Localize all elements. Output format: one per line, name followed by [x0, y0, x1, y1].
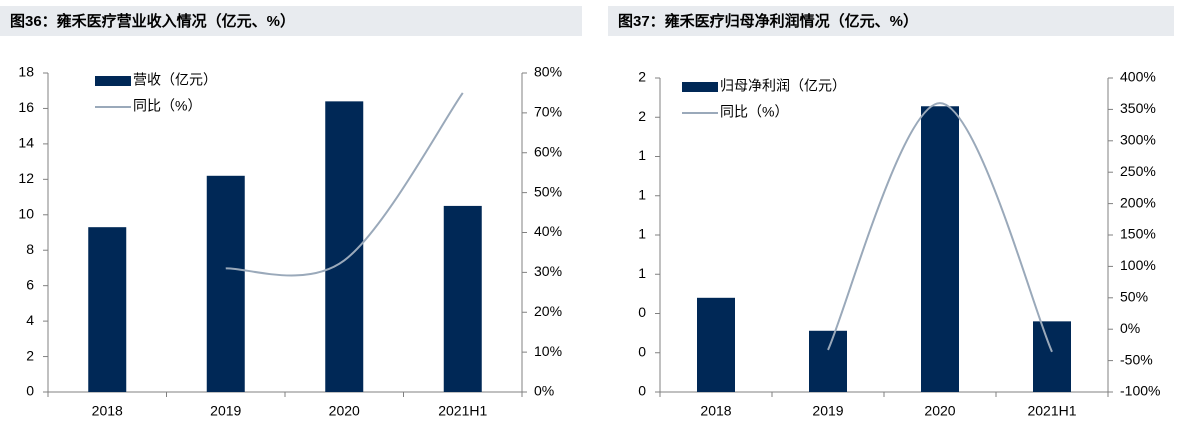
x-tick-label: 2021H1	[1027, 403, 1076, 419]
y-tick-label: 1	[638, 226, 646, 242]
y-tick-label: 2	[638, 69, 646, 85]
legend-swatch	[682, 82, 718, 92]
x-tick-label: 2020	[329, 403, 360, 419]
line	[827, 102, 1053, 353]
y-tick-label: 16	[18, 99, 34, 115]
y2-tick-label: 60%	[534, 143, 562, 159]
x-tick-label: 2019	[812, 403, 843, 419]
y-tick-label: 6	[26, 276, 34, 292]
y-tick-label: 1	[638, 186, 646, 202]
y2-tick-label: 10%	[534, 343, 562, 359]
x-tick-label: 2019	[210, 403, 241, 419]
y2-tick-label: 50%	[534, 183, 562, 199]
y2-tick-label: -100%	[1120, 383, 1160, 399]
legend-label: 同比（%）	[133, 98, 201, 114]
y2-tick-label: 300%	[1120, 132, 1156, 148]
legend-label: 营收（亿元）	[133, 72, 217, 88]
title-bar	[608, 6, 1174, 36]
title-bar	[0, 6, 582, 36]
y-tick-label: 0	[638, 343, 646, 359]
y-tick-label: 10	[18, 205, 34, 221]
bar	[1033, 321, 1071, 392]
y2-tick-label: 30%	[534, 263, 562, 279]
y-tick-label: 4	[26, 312, 34, 328]
bar	[697, 297, 735, 392]
bar	[443, 205, 482, 392]
line	[225, 92, 464, 277]
y2-tick-label: 200%	[1120, 194, 1156, 210]
y2-tick-label: 400%	[1120, 69, 1156, 85]
legend-swatch	[95, 76, 131, 86]
y-tick-label: 0	[26, 383, 34, 399]
x-tick-label: 2018	[92, 403, 123, 419]
y2-tick-label: 20%	[534, 303, 562, 319]
legend-label: 归母净利润（亿元）	[720, 78, 846, 94]
y-tick-label: 8	[26, 241, 34, 257]
y2-tick-label: 150%	[1120, 226, 1156, 242]
bar	[921, 106, 959, 392]
y-tick-label: 2	[26, 347, 34, 363]
y-tick-label: 18	[18, 64, 34, 80]
y-tick-label: 14	[18, 135, 34, 151]
y2-tick-label: 80%	[534, 64, 562, 80]
y2-tick-label: 100%	[1120, 257, 1156, 273]
y2-tick-label: 250%	[1120, 163, 1156, 179]
y2-tick-label: 350%	[1120, 100, 1156, 116]
y2-tick-label: 70%	[534, 104, 562, 120]
y-tick-label: 12	[18, 170, 34, 186]
chart-title: 图37：雍禾医疗归母净利润情况（亿元、%）	[618, 12, 918, 30]
y2-tick-label: 40%	[534, 223, 562, 239]
y2-tick-label: 0%	[534, 383, 554, 399]
x-tick-label: 2020	[924, 403, 955, 419]
y-tick-label: 2	[638, 108, 646, 124]
x-tick-label: 2021H1	[438, 403, 487, 419]
y2-tick-label: 0%	[1120, 320, 1140, 336]
bar	[809, 330, 847, 392]
bar	[206, 175, 245, 392]
y2-tick-label: 50%	[1120, 289, 1148, 305]
y-tick-label: 0	[638, 383, 646, 399]
y-tick-label: 1	[638, 147, 646, 163]
bar	[88, 227, 127, 392]
bar	[325, 101, 364, 392]
legend-label: 同比（%）	[720, 104, 788, 120]
x-tick-label: 2018	[700, 403, 731, 419]
chart-title: 图36：雍禾医疗营业收入情况（亿元、%）	[10, 12, 295, 30]
y2-tick-label: -50%	[1120, 351, 1153, 367]
y-tick-label: 0	[638, 304, 646, 320]
y-tick-label: 1	[638, 265, 646, 281]
